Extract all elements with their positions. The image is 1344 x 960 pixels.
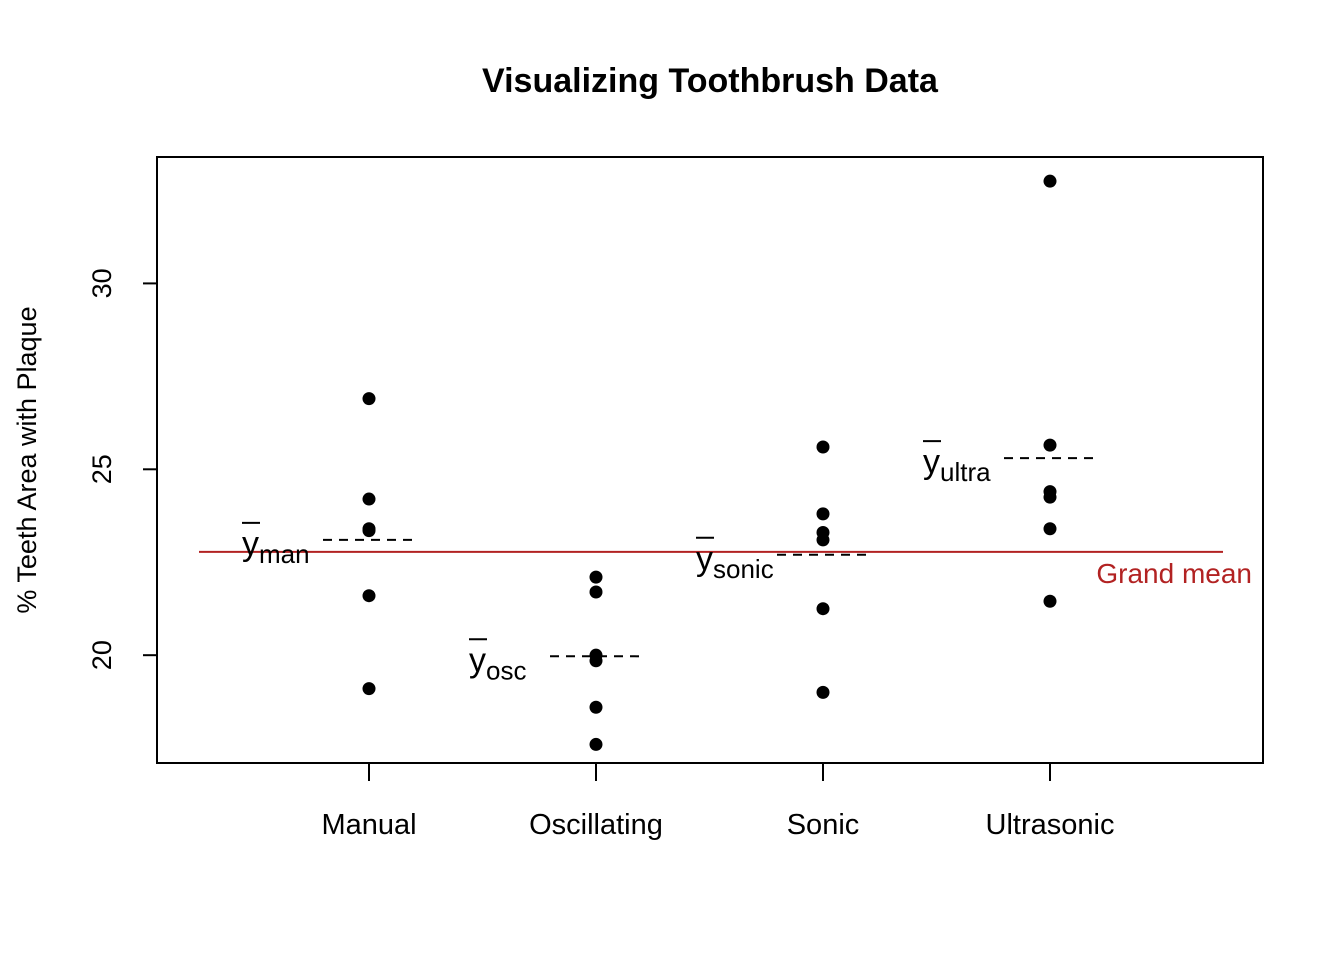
data-point <box>1043 522 1057 536</box>
data-point <box>589 570 603 584</box>
data-point <box>362 524 376 538</box>
group-mean-subscript: ultra <box>940 457 991 487</box>
group-mean-label: ysonic <box>696 536 774 584</box>
data-point <box>362 492 376 506</box>
grand-mean-label: Grand mean <box>1096 558 1252 589</box>
plot-frame <box>156 156 1264 764</box>
group-mean-label: yultra <box>923 440 991 487</box>
data-point <box>589 700 603 714</box>
group-mean-symbol: yman <box>242 525 310 569</box>
group-mean-symbol: ysonic <box>696 540 774 584</box>
data-point <box>816 602 830 616</box>
group-mean-symbol: yosc <box>469 641 526 685</box>
data-point <box>1043 594 1057 608</box>
y-tick-label: 20 <box>87 640 117 670</box>
data-point <box>1043 490 1057 504</box>
data-point <box>362 589 376 603</box>
data-point <box>816 685 830 699</box>
data-point <box>1043 174 1057 188</box>
group-mean-layer: yman yosc ysonic yultra <box>242 440 1096 685</box>
x-axis: Manual Oscillating Sonic Ultrasonic <box>321 763 1114 841</box>
group-mean-symbol: yultra <box>923 443 991 487</box>
x-tick-label: Sonic <box>787 809 860 841</box>
y-axis: 20 25 30 <box>87 268 157 670</box>
group-mean-subscript: sonic <box>713 554 774 584</box>
group-mean-label: yosc <box>469 638 526 685</box>
group-mean-subscript: man <box>259 539 310 569</box>
points-layer <box>362 174 1057 751</box>
y-tick-label: 30 <box>87 268 117 298</box>
y-tick-label: 25 <box>87 454 117 484</box>
grand-mean-layer: Grand mean <box>199 550 1252 589</box>
x-tick-label: Oscillating <box>529 809 663 841</box>
data-point <box>589 654 603 668</box>
x-tick-label: Manual <box>321 809 416 841</box>
data-point <box>589 585 603 599</box>
group-mean-label: yman <box>242 521 310 569</box>
data-point <box>816 533 830 547</box>
data-point <box>362 682 376 696</box>
data-point <box>816 507 830 521</box>
chart-title: Visualizing Toothbrush Data <box>482 62 939 100</box>
y-axis-label: % Teeth Area with Plaque <box>12 306 42 613</box>
data-point <box>1043 438 1057 452</box>
data-point <box>816 440 830 454</box>
group-mean-subscript: osc <box>486 655 526 685</box>
data-point <box>362 392 376 406</box>
x-tick-label: Ultrasonic <box>986 809 1115 841</box>
data-point <box>589 737 603 751</box>
